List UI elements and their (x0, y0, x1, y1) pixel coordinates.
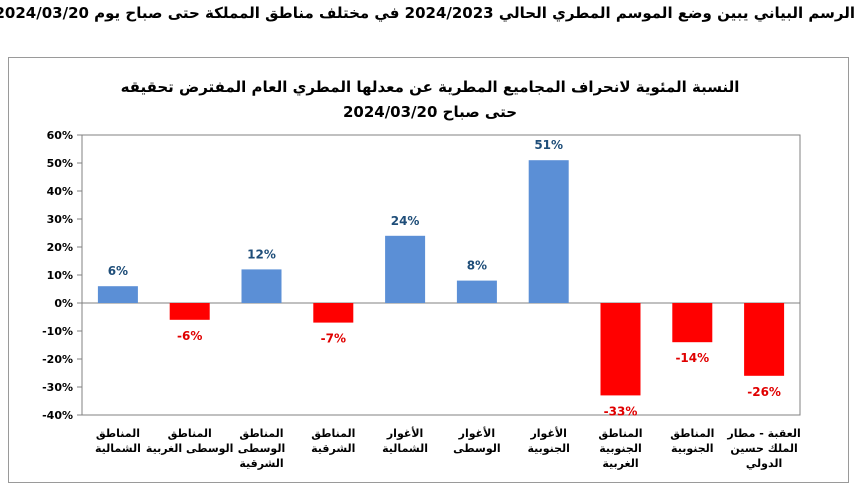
page-heading: الرسم البياني يبين وضع الموسم المطري الح… (0, 4, 855, 22)
x-tick-label: الوسطى (238, 442, 285, 455)
data-label: -26% (747, 385, 781, 399)
bar (385, 235, 426, 303)
data-label: -33% (604, 404, 638, 418)
data-label: 8% (467, 259, 487, 273)
x-tick-label: الملك حسين (730, 442, 797, 455)
y-tick-label: 40% (47, 185, 73, 198)
x-tick-label: المناطق (168, 427, 212, 440)
data-label: -7% (321, 332, 346, 346)
bar (744, 303, 785, 376)
y-tick-label: -20% (42, 353, 73, 366)
y-tick-label: -30% (42, 381, 73, 394)
chart-title: النسبة المئوية لانحراف المجاميع المطرية … (120, 75, 740, 125)
x-tick-label: الشمالية (95, 442, 141, 455)
x-tick-label: الشمالية (382, 442, 428, 455)
bar (600, 303, 641, 396)
x-tick-label: المناطق (239, 427, 283, 440)
bar (169, 303, 210, 320)
bar (241, 269, 282, 303)
bar (97, 286, 138, 303)
y-tick-label: 20% (47, 241, 73, 254)
x-tick-label: الأغوار (386, 426, 423, 440)
data-label: 51% (534, 138, 563, 152)
x-tick-label: المناطق (311, 427, 355, 440)
bar (672, 303, 713, 343)
x-tick-label: العقبة - مطار (726, 427, 800, 440)
data-label: 12% (247, 247, 276, 261)
x-tick-label: الدولي (746, 457, 782, 470)
x-tick-label: الأغوار (458, 426, 495, 440)
x-tick-label: الشرقية (311, 442, 355, 455)
x-axis-labels: المناطق الشمالية المناطق الوسطى الغربية المن… (95, 426, 801, 470)
plot-area (81, 134, 801, 416)
x-tick-label: الأغوار (529, 426, 566, 440)
y-tick-label: 0% (54, 297, 73, 310)
x-tick-label: الغربية (602, 457, 638, 470)
bar (528, 160, 569, 303)
y-tick-label: -40% (42, 409, 73, 422)
value-labels: 6% -6% 12% -7% 24% 8% 51% -33% -14% -26% (108, 138, 781, 418)
x-tick-label: الجنوبية (527, 442, 570, 455)
x-tick-label: الوسطى الغربية (146, 442, 234, 455)
x-tick-label: الشرقية (239, 457, 283, 470)
chart-subtitle: حتى صباح 2024/03/20 (342, 103, 518, 121)
x-tick-label: الجنوبية (599, 442, 642, 455)
x-tick-label: الجنوبية (671, 442, 714, 455)
x-tick-label: المناطق (598, 427, 642, 440)
x-tick-label: المناطق (96, 427, 140, 440)
y-axis: -40% -30% -20% -10% 0% 10% 20% 30% 40% 50% 60% (42, 129, 82, 422)
bar (313, 303, 354, 323)
data-label: 24% (391, 214, 420, 228)
chart-title-line1: النسبة المئوية لانحراف المجاميع المطرية … (120, 78, 740, 96)
y-tick-label: -10% (42, 325, 73, 338)
y-tick-label: 30% (47, 213, 73, 226)
y-tick-label: 10% (47, 269, 73, 282)
data-label: 6% (108, 264, 128, 278)
data-label: -6% (177, 329, 202, 343)
x-tick-label: المناطق (670, 427, 714, 440)
bar (456, 280, 497, 303)
y-tick-label: 60% (47, 129, 73, 142)
x-tick-label: الوسطى (453, 442, 500, 455)
y-tick-label: 50% (47, 157, 73, 170)
data-label: -14% (675, 351, 709, 365)
bars (97, 160, 785, 396)
